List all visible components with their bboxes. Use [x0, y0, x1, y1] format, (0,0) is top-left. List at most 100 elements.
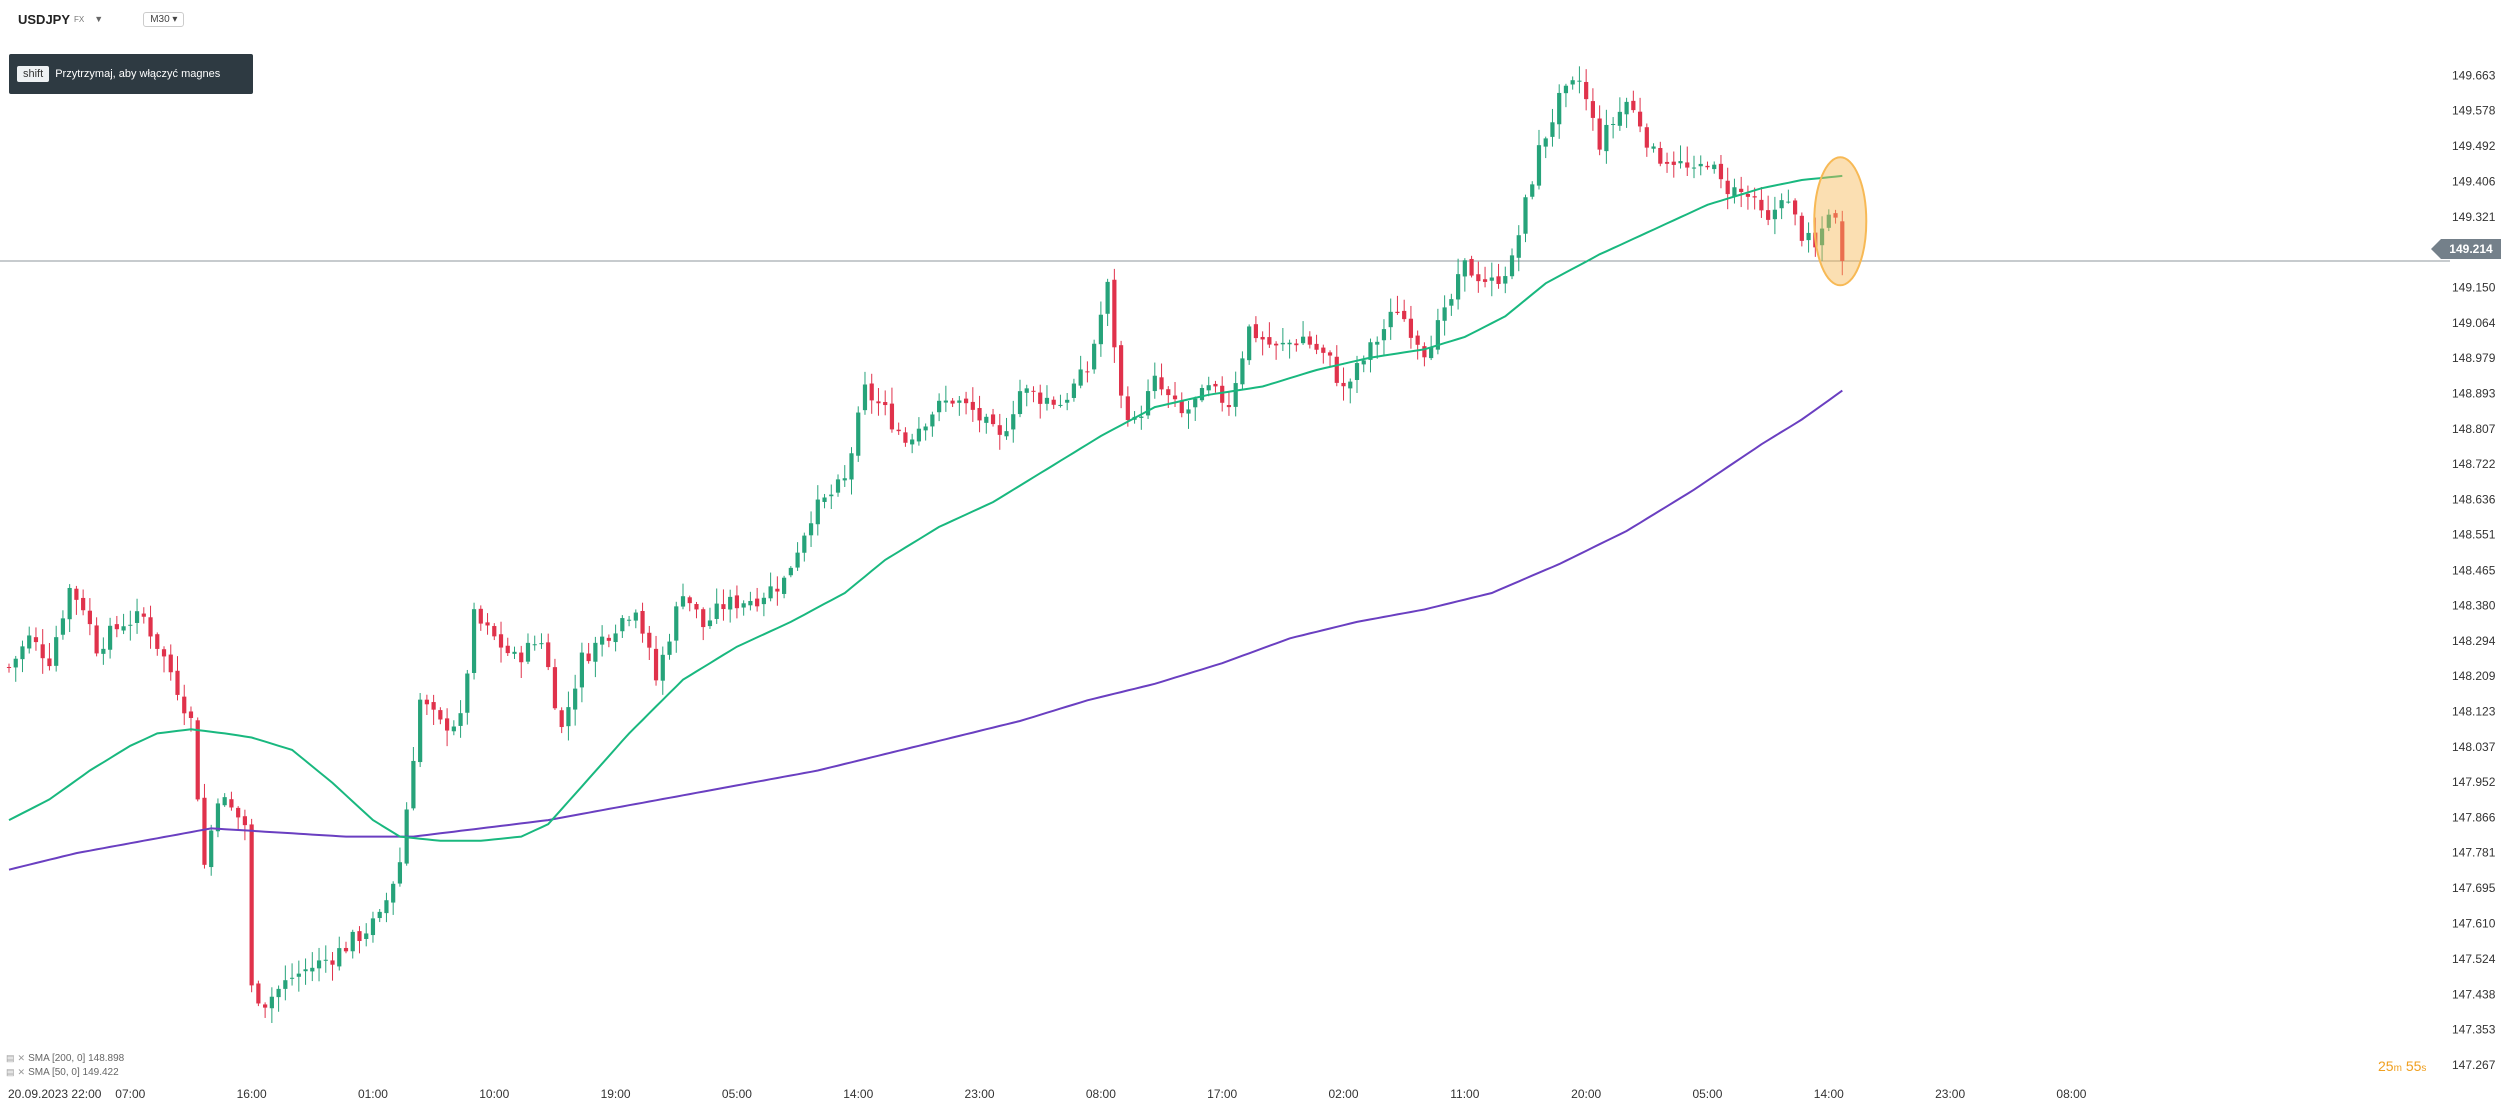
- candle-body[interactable]: [1489, 277, 1494, 281]
- candle-body[interactable]: [445, 718, 450, 731]
- candle-body[interactable]: [1287, 342, 1292, 345]
- candle-body[interactable]: [1260, 336, 1265, 340]
- candle-body[interactable]: [40, 644, 45, 659]
- candle-body[interactable]: [1530, 184, 1535, 197]
- candle-body[interactable]: [1476, 274, 1481, 282]
- candle-body[interactable]: [674, 606, 679, 641]
- candle-body[interactable]: [1786, 201, 1791, 203]
- candle-body[interactable]: [1300, 336, 1306, 344]
- candle-body[interactable]: [1105, 281, 1110, 314]
- candle-body[interactable]: [1772, 209, 1777, 220]
- candle-body[interactable]: [303, 969, 308, 972]
- candle-body[interactable]: [1348, 381, 1353, 389]
- candle-body[interactable]: [1172, 395, 1178, 400]
- candle-body[interactable]: [910, 439, 915, 445]
- candle-body[interactable]: [101, 648, 106, 654]
- candle-body[interactable]: [74, 588, 79, 600]
- candle-body[interactable]: [1085, 371, 1090, 373]
- candle-body[interactable]: [1253, 324, 1258, 339]
- candle-body[interactable]: [1523, 197, 1528, 234]
- candle-body[interactable]: [242, 816, 247, 826]
- candle-body[interactable]: [161, 649, 167, 657]
- symbol-label[interactable]: USDJPY: [18, 11, 71, 27]
- candle-body[interactable]: [411, 760, 416, 809]
- candle-body[interactable]: [856, 412, 861, 456]
- candle-body[interactable]: [108, 625, 113, 650]
- candle-body[interactable]: [60, 618, 66, 635]
- candle-body[interactable]: [1065, 399, 1070, 403]
- candle-body[interactable]: [876, 401, 881, 404]
- legend-settings-icon[interactable]: ▤: [6, 1067, 15, 1077]
- candle-body[interactable]: [647, 632, 652, 648]
- candle-body[interactable]: [418, 699, 423, 763]
- candle-body[interactable]: [1125, 396, 1130, 421]
- candle-body[interactable]: [471, 609, 477, 673]
- candle-body[interactable]: [950, 400, 955, 404]
- candle-body[interactable]: [802, 535, 807, 553]
- candle-body[interactable]: [1375, 341, 1380, 345]
- candle-body[interactable]: [67, 587, 72, 620]
- candle-body[interactable]: [1766, 210, 1771, 220]
- candle-body[interactable]: [1388, 311, 1393, 328]
- candle-body[interactable]: [714, 603, 719, 619]
- candle-body[interactable]: [539, 643, 544, 645]
- candle-body[interactable]: [822, 497, 827, 502]
- candle-body[interactable]: [478, 608, 483, 624]
- candle-body[interactable]: [94, 625, 99, 654]
- candle-body[interactable]: [175, 670, 180, 695]
- candle-body[interactable]: [1368, 342, 1373, 360]
- candle-body[interactable]: [1226, 405, 1232, 408]
- candle-body[interactable]: [707, 620, 713, 627]
- candle-body[interactable]: [1119, 345, 1124, 396]
- candle-body[interactable]: [741, 603, 746, 608]
- candle-body[interactable]: [1078, 369, 1083, 386]
- candle-body[interactable]: [128, 624, 133, 626]
- candle-body[interactable]: [930, 414, 935, 427]
- candle-body[interactable]: [1112, 279, 1117, 348]
- candle-body[interactable]: [579, 652, 584, 688]
- candle-body[interactable]: [1759, 199, 1764, 211]
- candle-body[interactable]: [377, 911, 382, 919]
- legend-sma200[interactable]: ▤ ✕ SMA [200, 0] 148.898: [6, 1053, 124, 1064]
- candle-body[interactable]: [13, 658, 18, 668]
- candle-body[interactable]: [209, 830, 214, 868]
- candle-body[interactable]: [343, 947, 349, 952]
- candle-body[interactable]: [114, 624, 119, 630]
- candle-body[interactable]: [229, 799, 234, 808]
- candle-body[interactable]: [775, 588, 780, 592]
- candle-body[interactable]: [1826, 214, 1831, 228]
- candle-body[interactable]: [269, 996, 274, 1009]
- candle-body[interactable]: [937, 400, 942, 413]
- candle-body[interactable]: [1402, 310, 1407, 320]
- candle-body[interactable]: [81, 597, 86, 611]
- symbol-dropdown-icon[interactable]: ▼: [94, 14, 104, 24]
- candle-body[interactable]: [748, 600, 753, 606]
- candle-body[interactable]: [889, 403, 895, 430]
- candle-body[interactable]: [694, 604, 699, 610]
- candle-body[interactable]: [1092, 343, 1097, 370]
- candle-body[interactable]: [1577, 80, 1582, 82]
- candle-body[interactable]: [1058, 404, 1063, 406]
- candle-body[interactable]: [957, 400, 962, 403]
- candle-body[interactable]: [586, 653, 591, 662]
- candle-body[interactable]: [829, 494, 834, 497]
- candle-body[interactable]: [1321, 347, 1326, 353]
- candle-body[interactable]: [357, 931, 362, 942]
- candle-body[interactable]: [54, 637, 59, 666]
- candle-body[interactable]: [566, 707, 571, 727]
- candle-body[interactable]: [87, 610, 92, 625]
- candle-body[interactable]: [1658, 147, 1663, 164]
- candle-body[interactable]: [1604, 124, 1609, 152]
- candle-body[interactable]: [384, 900, 389, 914]
- candle-body[interactable]: [761, 597, 766, 605]
- candle-body[interactable]: [1435, 320, 1440, 350]
- candle-body[interactable]: [1644, 127, 1649, 148]
- candle-body[interactable]: [1819, 228, 1825, 246]
- candle-body[interactable]: [660, 654, 665, 681]
- candle-body[interactable]: [1698, 163, 1703, 167]
- candle-body[interactable]: [815, 499, 820, 525]
- candle-body[interactable]: [640, 610, 645, 634]
- candle-body[interactable]: [1159, 377, 1164, 390]
- candle-body[interactable]: [896, 429, 901, 432]
